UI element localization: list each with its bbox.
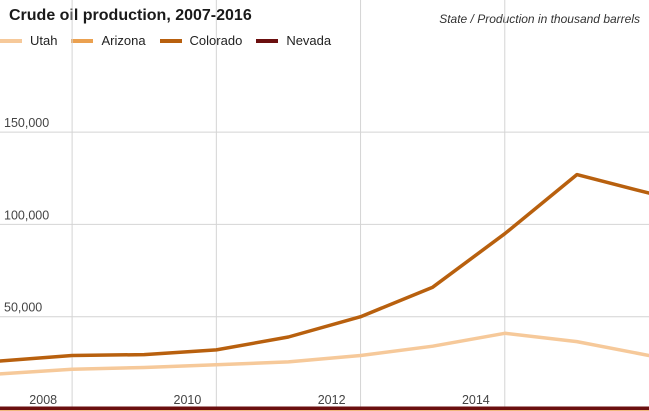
x-tick-label: 2014: [462, 393, 490, 407]
legend-swatch-arizona: [71, 38, 94, 43]
chart-subtitle: State / Production in thousand barrels: [439, 12, 640, 26]
x-tick-label: 2010: [174, 393, 202, 407]
chart-legend: Utah Arizona Colorado Nevada: [0, 33, 345, 48]
legend-item-utah[interactable]: Utah: [0, 33, 57, 48]
legend-label-nevada: Nevada: [286, 33, 332, 48]
series-layer: [0, 172, 649, 411]
legend-label-arizona: Arizona: [101, 33, 146, 48]
tick-label-layer: 50,000 100,000 150,000 2008 2010 2012 2014: [4, 116, 490, 407]
legend-swatch-nevada: [256, 38, 279, 43]
y-tick-label: 50,000: [4, 301, 42, 315]
x-tick-label: 2012: [318, 393, 346, 407]
chart-title: Crude oil production, 2007-2016: [9, 7, 252, 24]
legend-swatch-colorado: [159, 38, 182, 43]
series-line-colorado[interactable]: [0, 172, 649, 363]
y-tick-label: 150,000: [4, 116, 49, 130]
legend-label-utah: Utah: [30, 33, 58, 48]
legend-swatch-utah: [0, 38, 22, 43]
y-tick-label: 100,000: [4, 208, 49, 222]
legend-item-arizona[interactable]: Arizona: [71, 33, 146, 48]
series-line-utah[interactable]: [0, 331, 649, 376]
x-tick-label: 2008: [29, 393, 57, 407]
legend-item-nevada[interactable]: Nevada: [256, 33, 331, 48]
